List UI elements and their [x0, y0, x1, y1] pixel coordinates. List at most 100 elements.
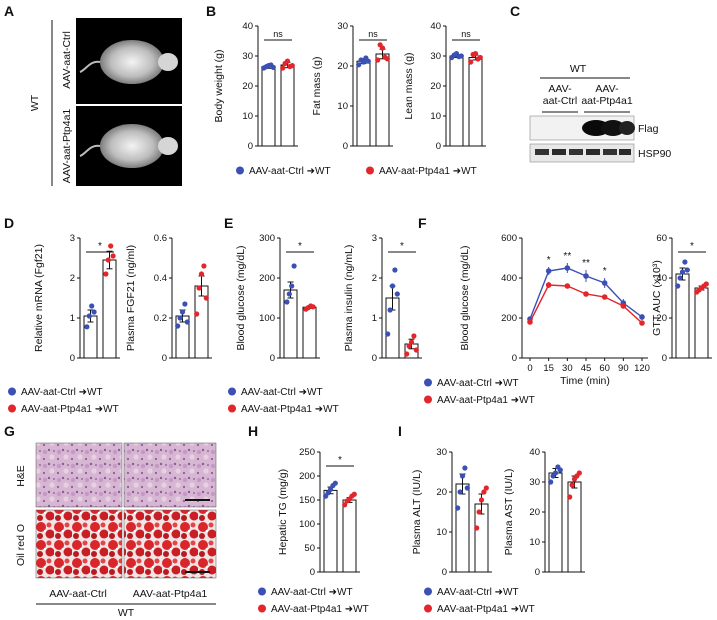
data-point — [182, 301, 188, 307]
sig-label: ** — [582, 258, 590, 269]
chart-E1-y-tick-label: 200 — [259, 273, 275, 284]
chart-B3-y-tick-label: 0 — [436, 141, 441, 152]
x-tick-label: 60 — [599, 363, 610, 374]
sig-label: ns — [273, 29, 283, 39]
data-point — [682, 259, 688, 265]
chart-H1-y-tick-label: 0 — [310, 567, 315, 578]
data-point — [365, 58, 371, 64]
data-point — [413, 347, 419, 353]
panel-letter-a: A — [4, 3, 14, 19]
panel-c-col-ctrl-2: aat-Ctrl — [543, 95, 577, 107]
data-point — [280, 65, 286, 71]
chart-D1-y-tick-label: 1 — [70, 313, 75, 324]
data-point — [385, 331, 391, 337]
data-point — [703, 281, 709, 287]
band-label-flag: Flag — [638, 123, 659, 135]
chart-E2: 0 1 2 3 Plasma insulin (ng/mL) * — [343, 233, 422, 364]
data-point — [91, 309, 97, 315]
legend-marker — [8, 387, 16, 396]
data-point — [342, 502, 348, 508]
series-point — [601, 280, 608, 286]
chart-I1-y-label: Plasma ALT (IU/L) — [411, 470, 423, 555]
series-point — [620, 303, 627, 309]
data-point — [387, 307, 393, 313]
chart-H1-y-label: Hepatic TG (mg/g) — [277, 469, 289, 555]
sig-label: * — [547, 255, 551, 266]
sig-label: ** — [563, 251, 571, 262]
chart-E1-y-tick-label: 300 — [259, 233, 275, 244]
data-point — [394, 291, 400, 297]
chart-D2-y-tick-label: 0 — [162, 353, 167, 364]
chart-B3-y-tick-label: 30 — [430, 51, 441, 62]
data-point — [468, 59, 474, 65]
panel-c-col-ctrl-1: AAV- — [548, 83, 572, 95]
x-tick-label: 30 — [562, 363, 573, 374]
chart-D1-y-label: Relative mRNA (Fgf21) — [33, 244, 45, 352]
chart-F2-y-tick-label: 60 — [656, 233, 667, 244]
chart-B2: 0 10 20 30 Fat mass (g) ns — [311, 21, 393, 152]
sig-label: * — [338, 455, 342, 466]
chart-D1: 0 1 2 3 Relative mRNA (Fgf21) * — [33, 233, 120, 364]
histo-row-oro: Oil red O — [15, 524, 27, 566]
data-point — [384, 56, 390, 62]
legend-label: AAV-aat-Ptp4a1 ➜WT — [437, 604, 535, 615]
chart-E2-y-label: Plasma insulin (ng/mL) — [343, 245, 355, 352]
chart-H1: 0 50 100 150 200 250 Hepatic TG (mg/g) * — [277, 447, 360, 578]
oro-ctrl-image — [35, 509, 123, 579]
chart-I1-y-tick-label: 0 — [442, 567, 447, 578]
chart-B1-y-tick-label: 30 — [242, 51, 253, 62]
chart-I1: 0 10 20 30 Plasma ALT (IU/L) — [411, 447, 492, 578]
legend: AAV-aat-Ctrl ➜WT AAV-aat-Ptp4a1 ➜WT — [8, 387, 119, 415]
data-point — [389, 283, 396, 289]
legend-label: AAV-aat-Ctrl ➜WT — [21, 387, 103, 398]
chart-D2: 0 0.2 0.4 0.6 Plasma FGF21 (ng/ml) — [125, 233, 212, 364]
data-point — [404, 351, 410, 357]
legend-label: AAV-aat-Ctrl ➜WT — [271, 587, 353, 598]
chart-H1-y-tick-label: 150 — [299, 495, 315, 506]
data-point — [284, 299, 290, 305]
legend-label: AAV-aat-Ptp4a1 ➜WT — [271, 604, 369, 615]
x-label: Time (min) — [560, 375, 610, 387]
data-point — [201, 263, 207, 269]
oro-ptp-image — [123, 509, 217, 579]
data-point — [203, 295, 209, 301]
chart-H1-y-tick-label: 200 — [299, 471, 315, 482]
legend-marker — [8, 404, 16, 413]
data-point — [332, 480, 338, 486]
data-point — [477, 54, 483, 61]
series-point — [527, 319, 533, 325]
legend: AAV-aat-Ctrl ➜WT AAV-aat-Ptp4a1 ➜WT — [424, 378, 535, 406]
chart-E1: 0 100 200 300 Blood glucose (mg/dL) * — [235, 233, 320, 364]
panel-a-group-label: WT — [29, 94, 41, 111]
data-point — [411, 333, 417, 339]
data-point — [286, 291, 292, 297]
panel-c-group-label: WT — [570, 63, 587, 75]
chart-D2-y-label: Plasma FGF21 (ng/ml) — [125, 245, 137, 351]
chart-B1-y-tick-label: 20 — [242, 81, 253, 92]
data-point — [375, 57, 381, 63]
x-tick-label: 45 — [581, 363, 592, 374]
data-point — [108, 243, 114, 249]
chart-B3: 0 10 20 30 40 Lean mass (g) ns — [403, 21, 486, 152]
data-point — [462, 465, 468, 471]
panel-letter-g: G — [4, 423, 15, 439]
data-point — [569, 482, 575, 488]
chart-F2-y-label: GTT AUC (x10³) — [651, 260, 663, 336]
chart-E2-y-tick-label: 0 — [372, 353, 377, 364]
bar — [455, 483, 470, 573]
sig-label: * — [298, 241, 302, 252]
sig-label: * — [400, 241, 404, 252]
data-point — [194, 311, 200, 317]
data-point — [481, 489, 487, 495]
chart-H1-y-tick-label: 100 — [299, 519, 315, 530]
chart-B1-y-tick-label: 0 — [248, 141, 253, 152]
chart-B2-y-tick-label: 20 — [337, 61, 348, 72]
data-point — [459, 473, 466, 479]
sig-label: ns — [368, 29, 378, 39]
data-point — [198, 271, 205, 277]
data-point — [179, 309, 186, 315]
legend-label: AAV-aat-Ctrl ➜WT — [437, 378, 519, 389]
data-point — [457, 489, 463, 495]
chart-E2-y-tick-label: 1 — [372, 313, 377, 324]
